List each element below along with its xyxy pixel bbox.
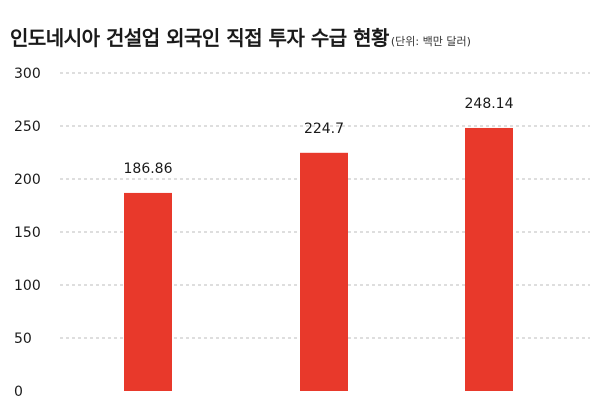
y-tick-label-300: 300	[14, 66, 41, 82]
y-tick-label-0: 0	[14, 384, 23, 400]
data-label-1: 224.7	[304, 121, 344, 137]
y-tick-label-250: 250	[14, 119, 41, 135]
bar-1	[300, 152, 348, 391]
chart-title: 인도네시아 건설업 외국인 직접 투자 수급 현황	[10, 26, 389, 50]
title-row: 인도네시아 건설업 외국인 직접 투자 수급 현황 (단위: 백만 달러)	[10, 22, 600, 51]
chart-unit: (단위: 백만 달러)	[390, 35, 471, 48]
bar-0	[124, 192, 172, 391]
data-label-2: 248.14	[465, 96, 514, 112]
data-label-0: 186.86	[124, 161, 173, 177]
bar-2	[465, 127, 513, 391]
y-tick-label-100: 100	[14, 278, 41, 294]
y-tick-label-50: 50	[14, 331, 32, 347]
y-tick-label-200: 200	[14, 172, 41, 188]
y-tick-label-150: 150	[14, 225, 41, 241]
